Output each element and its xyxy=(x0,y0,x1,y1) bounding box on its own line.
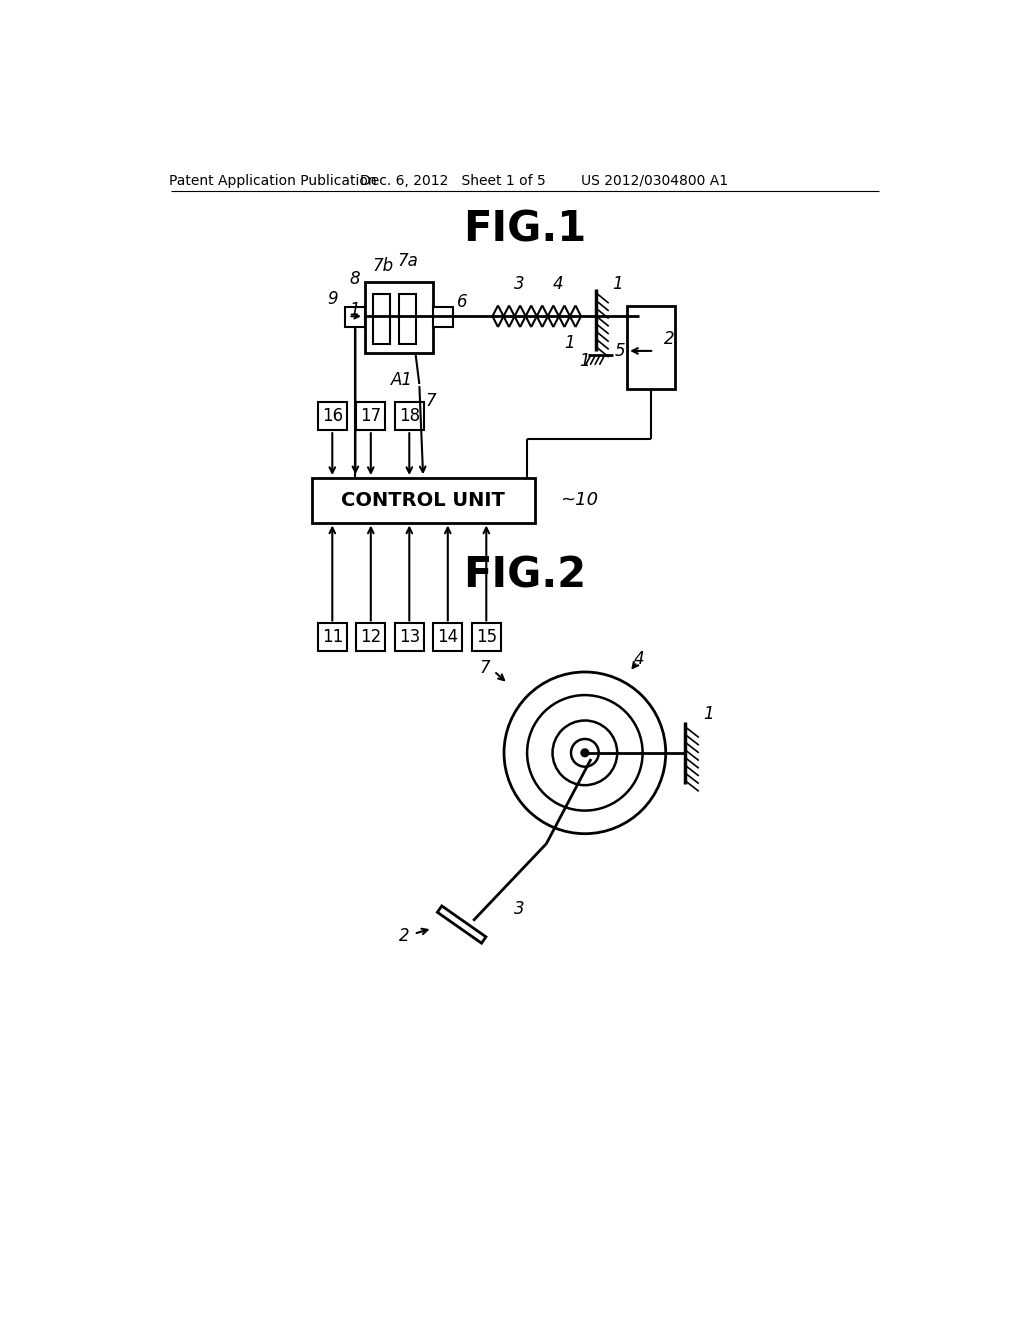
Bar xyxy=(399,294,416,345)
Text: FIG.2: FIG.2 xyxy=(463,554,587,597)
Bar xyxy=(373,294,390,345)
Text: 6: 6 xyxy=(457,293,468,312)
Text: ~10: ~10 xyxy=(560,491,599,510)
Bar xyxy=(317,403,347,430)
Text: 13: 13 xyxy=(398,628,420,647)
Text: A1: A1 xyxy=(390,371,413,389)
Text: 16: 16 xyxy=(322,408,343,425)
Bar xyxy=(366,282,433,354)
Text: 5: 5 xyxy=(615,342,626,360)
Text: 1: 1 xyxy=(564,334,574,352)
Text: Patent Application Publication: Patent Application Publication xyxy=(169,174,377,187)
Bar xyxy=(394,623,424,651)
Text: 7b: 7b xyxy=(373,257,393,275)
Text: 9: 9 xyxy=(327,290,338,309)
Text: US 2012/0304800 A1: US 2012/0304800 A1 xyxy=(581,174,728,187)
Bar xyxy=(356,403,385,430)
Text: 3: 3 xyxy=(514,275,524,293)
Text: 2: 2 xyxy=(398,927,410,945)
Text: 1: 1 xyxy=(349,301,360,319)
Text: 7: 7 xyxy=(479,659,490,677)
Text: 11: 11 xyxy=(322,628,343,647)
Text: 4: 4 xyxy=(634,649,644,668)
Text: 7a: 7a xyxy=(397,252,418,269)
Bar xyxy=(345,308,366,327)
Text: 1: 1 xyxy=(702,705,714,723)
Text: 14: 14 xyxy=(437,628,459,647)
Bar xyxy=(433,308,454,327)
Bar xyxy=(356,623,385,651)
Text: 4: 4 xyxy=(553,275,563,293)
Text: 18: 18 xyxy=(398,408,420,425)
Text: 3: 3 xyxy=(514,900,524,919)
Text: 7: 7 xyxy=(426,392,436,411)
Bar xyxy=(628,306,675,389)
Text: FIG.1: FIG.1 xyxy=(463,209,587,251)
Text: 12: 12 xyxy=(360,628,381,647)
Text: CONTROL UNIT: CONTROL UNIT xyxy=(341,491,505,510)
Bar xyxy=(394,403,424,430)
Text: Dec. 6, 2012   Sheet 1 of 5: Dec. 6, 2012 Sheet 1 of 5 xyxy=(359,174,546,187)
Text: 8: 8 xyxy=(349,271,360,288)
Text: 2: 2 xyxy=(665,330,675,348)
Circle shape xyxy=(581,748,589,756)
Text: 1: 1 xyxy=(580,352,590,370)
Bar xyxy=(317,623,347,651)
Bar xyxy=(433,623,463,651)
Bar xyxy=(311,478,535,523)
Text: 1: 1 xyxy=(612,275,624,293)
Text: 17: 17 xyxy=(360,408,381,425)
Text: 15: 15 xyxy=(476,628,497,647)
Bar xyxy=(472,623,501,651)
